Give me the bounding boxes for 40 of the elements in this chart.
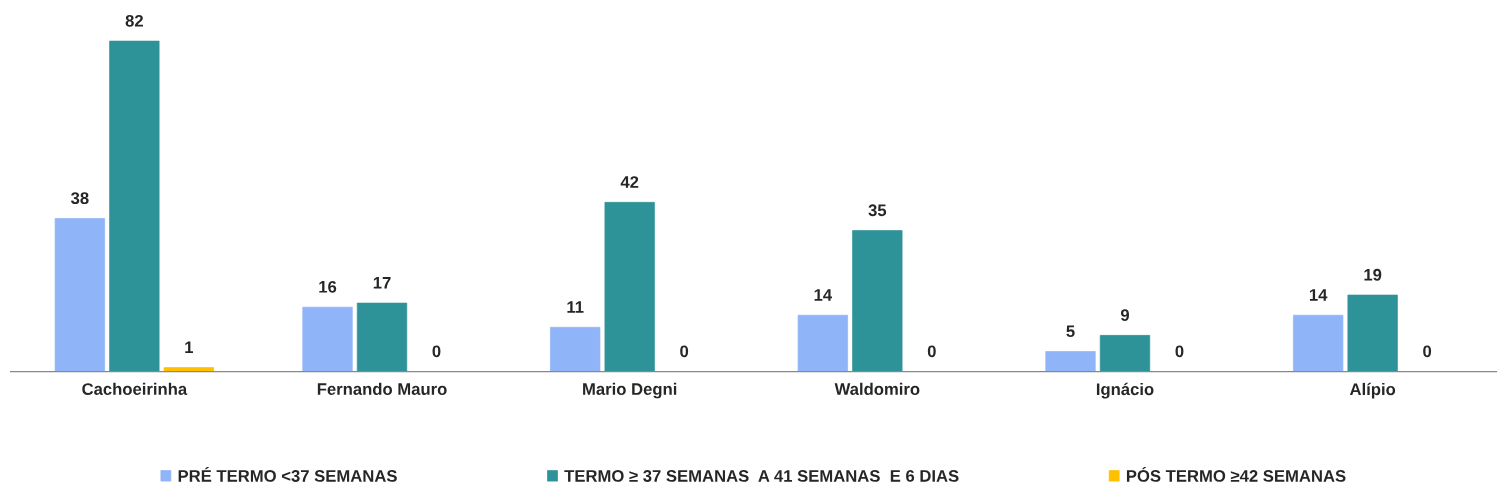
bar <box>54 218 105 372</box>
data-label: 11 <box>567 301 584 313</box>
x-tick-label: Waldomiro <box>834 382 920 395</box>
bar <box>1045 351 1096 372</box>
bar <box>1347 294 1398 372</box>
data-label: 38 <box>70 192 89 205</box>
data-label: 5 <box>1066 325 1075 338</box>
x-tick-label: Cachoeirinha <box>82 382 188 395</box>
legend-label: PRÉ TERMO <37 SEMANAS <box>178 466 397 482</box>
bar <box>1293 314 1344 372</box>
data-label: 0 <box>1423 345 1432 358</box>
data-label: 35 <box>868 204 887 217</box>
data-label: 1 <box>185 341 194 354</box>
data-label: 16 <box>319 280 337 293</box>
data-label: 19 <box>1364 268 1382 281</box>
bar <box>604 202 655 372</box>
x-tick-label: Ignácio <box>1096 382 1154 399</box>
data-label: 9 <box>1120 309 1130 321</box>
data-label: 17 <box>373 277 391 289</box>
bar <box>163 367 214 372</box>
bar <box>356 302 408 372</box>
bar <box>852 230 903 372</box>
data-label: 0 <box>680 345 689 358</box>
bar <box>1099 335 1151 372</box>
x-tick-label: Alípio <box>1349 382 1396 399</box>
data-label: 42 <box>620 176 639 188</box>
x-tick-label: Fernando Mauro <box>317 382 447 395</box>
data-label: 14 <box>814 289 833 301</box>
data-label: 82 <box>125 14 143 27</box>
data-label: 0 <box>432 345 441 358</box>
bar <box>797 314 848 372</box>
x-tick-label: Mario Degni <box>583 382 677 399</box>
bar <box>550 326 601 372</box>
data-label: 0 <box>927 345 936 358</box>
data-label: 0 <box>1175 345 1184 358</box>
bar <box>109 40 160 372</box>
data-label: 14 <box>1309 289 1328 301</box>
legend-label: TERMO ≥ 37 SEMANAS A 41 SEMANAS E 6 DIAS <box>564 470 959 482</box>
legend-label: PÓS TERMO ≥42 SEMANAS <box>1126 466 1346 482</box>
bar <box>302 306 353 372</box>
